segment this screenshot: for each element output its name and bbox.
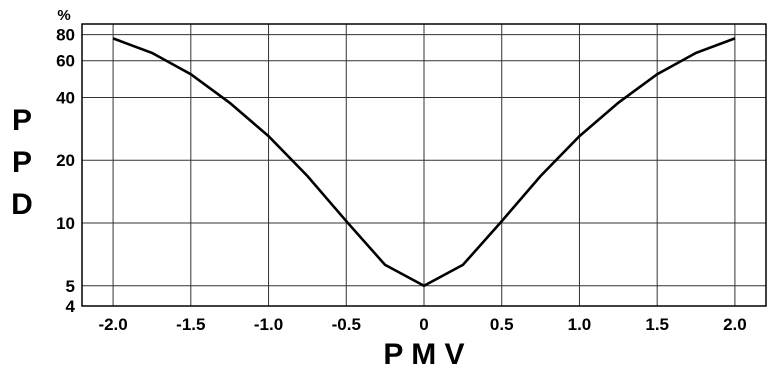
y-axis-title: PPD [11,104,33,221]
x-tick-label: -2.0 [98,315,127,334]
x-axis-tick-labels: -2.0 -1.5 -1.0 -0.5 0 0.5 1.0 1.5 2.0 [98,315,746,334]
x-tick-label: 0.5 [490,315,514,334]
x-tick-label: 2.0 [723,315,747,334]
x-tick-label: -0.5 [332,315,361,334]
x-tick-label: -1.0 [254,315,283,334]
y-tick-label: 10 [56,214,75,233]
y-tick-label: 60 [56,52,75,71]
x-tick-label: 1.0 [568,315,592,334]
x-axis-title: P M V [383,338,464,370]
x-tick-label: 1.5 [645,315,669,334]
y-axis-unit: % [57,7,70,24]
y-tick-label: 4 [66,297,76,316]
y-tick-label: 40 [56,88,75,107]
x-tick-label: -1.5 [176,315,205,334]
y-tick-label: 20 [56,151,75,170]
y-tick-label: 80 [56,26,75,45]
y-axis-title-letter: D [11,188,33,221]
y-tick-label: 5 [66,277,75,296]
ppd-curve [112,37,736,288]
y-axis-tick-labels: 45 10 20 40 60 80 [56,26,75,316]
y-axis-title-letter: P [12,146,32,179]
plot-frame [81,23,767,307]
y-axis-title-letter: P [12,104,32,137]
x-tick-label: 0 [419,315,428,334]
grid-lines [82,24,766,307]
